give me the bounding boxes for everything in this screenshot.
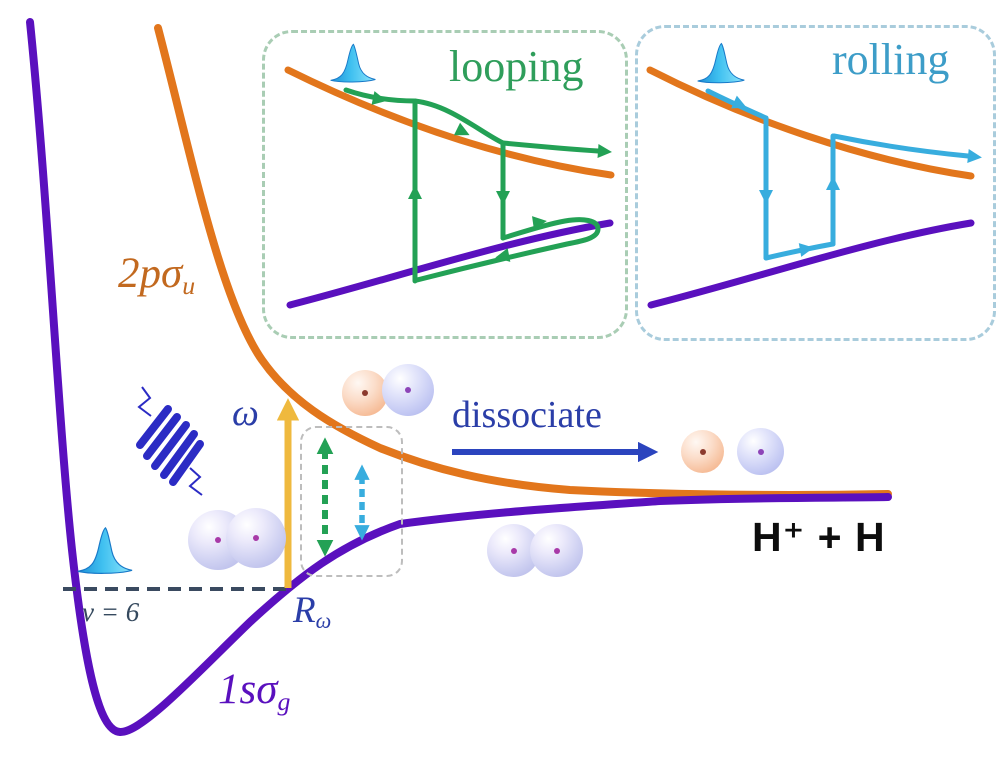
nucleus-dot [405,387,411,393]
atoms-separated-icon [681,428,786,478]
inset-looping: looping [262,30,628,339]
upper-curve [284,66,615,179]
looping-plot [284,66,615,309]
inset-rolling: rolling [635,25,996,341]
products-label: H⁺ + H [752,514,886,560]
nucleus-dot [362,390,368,396]
rolling-trajectory [705,88,982,261]
lower-curve [647,219,975,309]
nucleus-dot [215,537,221,543]
lower-potential-curve [26,18,892,736]
upper-curve-label: 2pσu [118,250,196,301]
gaussian-pulse-icon [77,526,133,574]
nucleus-dot [510,547,517,554]
nucleus-dot [757,448,764,455]
lower-curve-label: 1sσg [218,666,291,717]
vibrational-level-label: v = 6 [82,597,140,627]
upper-potential-curve [154,24,892,499]
dissociate-label: dissociate [452,394,602,436]
upper-curve [646,66,975,180]
photon-energy-label: ω [232,392,259,434]
rolling-plot [646,66,982,309]
coupling-region-box [300,426,403,577]
looping-title: looping [449,42,584,91]
resonance-distance-label: Rω [293,590,332,634]
molecule-excited-icon [342,364,436,418]
lower-curve [286,219,614,309]
gaussian-pulse-icon [697,42,745,84]
nucleus-dot [253,535,259,541]
gaussian-pulse-icon [330,43,376,83]
looping-trajectory [343,87,612,284]
laser-wavepacket-icon [136,386,204,496]
molecule-bound-icon [188,508,288,572]
rolling-title: rolling [832,35,950,84]
molecule-stretched-icon [487,524,585,578]
nucleus-dot [699,448,706,455]
nucleus-dot [553,547,560,554]
